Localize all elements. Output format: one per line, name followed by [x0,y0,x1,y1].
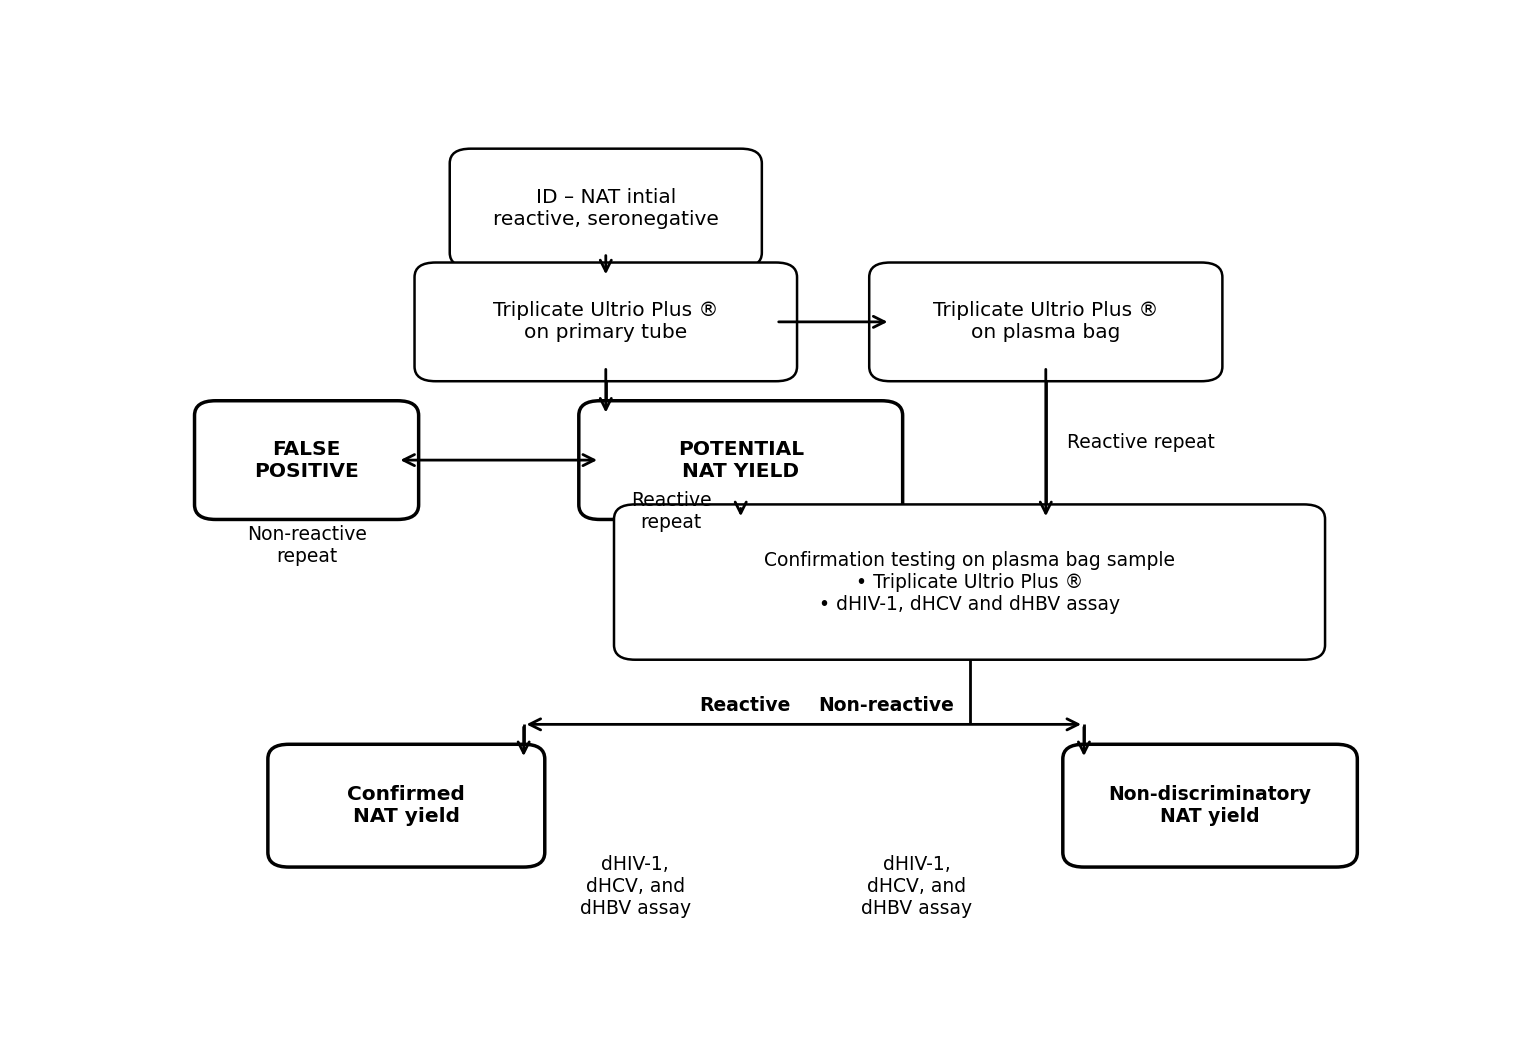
Text: Reactive
repeat: Reactive repeat [631,491,712,532]
FancyBboxPatch shape [415,263,796,381]
FancyBboxPatch shape [268,744,545,867]
FancyBboxPatch shape [194,400,419,520]
Text: POTENTIAL
NAT YIELD: POTENTIAL NAT YIELD [678,439,804,480]
Text: Reactive repeat: Reactive repeat [1067,433,1214,452]
Text: Triplicate Ultrio Plus ®
on primary tube: Triplicate Ultrio Plus ® on primary tube [494,301,719,342]
Text: Non-reactive: Non-reactive [818,696,954,715]
FancyBboxPatch shape [450,149,762,267]
Text: Confirmation testing on plasma bag sample
• Triplicate Ultrio Plus ®
• dHIV-1, d: Confirmation testing on plasma bag sampl… [765,550,1175,614]
Text: Triplicate Ultrio Plus ®
on plasma bag: Triplicate Ultrio Plus ® on plasma bag [933,301,1158,342]
Text: dHIV-1,
dHCV, and
dHBV assay: dHIV-1, dHCV, and dHBV assay [580,855,690,919]
FancyBboxPatch shape [615,505,1325,660]
Text: dHIV-1,
dHCV, and
dHBV assay: dHIV-1, dHCV, and dHBV assay [861,855,972,919]
FancyBboxPatch shape [578,400,902,520]
FancyBboxPatch shape [1063,744,1358,867]
FancyBboxPatch shape [869,263,1222,381]
Text: Reactive: Reactive [699,696,790,715]
Text: Non-discriminatory
NAT yield: Non-discriminatory NAT yield [1108,786,1311,826]
Text: FALSE
POSITIVE: FALSE POSITIVE [254,439,359,480]
Text: Non-reactive
repeat: Non-reactive repeat [247,525,366,566]
Text: ID – NAT intial
reactive, seronegative: ID – NAT intial reactive, seronegative [494,188,719,228]
Text: Confirmed
NAT yield: Confirmed NAT yield [347,786,465,826]
